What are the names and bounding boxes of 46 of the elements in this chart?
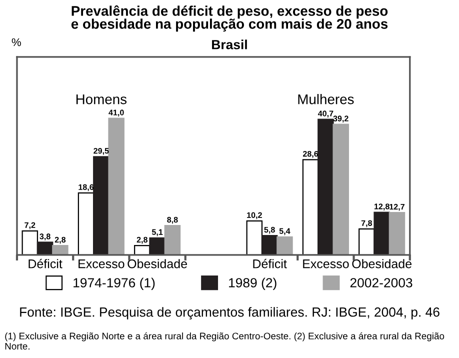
- bar: [374, 212, 390, 255]
- bar: [246, 220, 263, 255]
- data-label: 7,2: [24, 222, 36, 230]
- legend-label: 1974-1976 (1): [74, 278, 155, 290]
- x-tick-label: Déficit: [253, 258, 287, 268]
- data-label: 5,4: [279, 228, 290, 236]
- bar: [149, 237, 166, 255]
- bar: [164, 225, 181, 255]
- bar: [318, 118, 334, 255]
- data-label: 10,2: [247, 212, 262, 220]
- text: Mulheres: [298, 94, 354, 104]
- data-label: 39,2: [333, 116, 348, 123]
- data-label: 12,7: [390, 204, 404, 211]
- text: %: [12, 38, 21, 46]
- bar: [332, 124, 349, 255]
- bar: [302, 159, 319, 255]
- data-label: 2,8: [54, 236, 66, 244]
- bar: [276, 236, 293, 255]
- x-tick-label: Excesso: [303, 260, 349, 268]
- text: (1) Exclusive a Região Norte e a área rural da Região Centro-Oeste. (2) Exclusive a área rural da Região Norte.: [5, 332, 444, 350]
- x-tick-label: Excesso: [78, 260, 124, 268]
- data-label: 29,5: [94, 148, 109, 155]
- data-label: 7,8: [361, 220, 372, 228]
- data-label: 2,8: [136, 236, 148, 244]
- x-tick-label: Déficit: [28, 258, 62, 268]
- data-label: 5,1: [152, 229, 163, 236]
- legend-label: 2002-2003: [350, 278, 412, 288]
- data-label: 3,8: [40, 234, 50, 240]
- bar: [93, 156, 110, 255]
- x-tick-label: Obesidade: [128, 259, 187, 268]
- bar: [78, 192, 94, 255]
- data-label: 5,8: [264, 226, 275, 234]
- data-label: 40,7: [318, 110, 334, 118]
- source-note: Fonte: IBGE. Pesquisa de orçamentos familiares. RJ: IBGE, 2004, p. 46: [20, 307, 440, 320]
- data-label: 41,0: [108, 110, 124, 117]
- bar: [388, 212, 406, 255]
- bar: [52, 245, 68, 255]
- bar: [22, 230, 38, 255]
- chart-subtitle: Brasil: [212, 40, 247, 50]
- legend-label: 1989 (2): [229, 278, 276, 290]
- x-tick-label: Obesidade: [352, 259, 412, 268]
- data-label: 8,8: [167, 216, 178, 224]
- bar: [108, 118, 124, 255]
- text: Homens: [76, 94, 127, 104]
- chart-title: Prevalência de déficit de peso, excesso de peso e obesidade na população com mais de 20 anos: [71, 5, 388, 32]
- data-label: 12,8: [374, 204, 390, 210]
